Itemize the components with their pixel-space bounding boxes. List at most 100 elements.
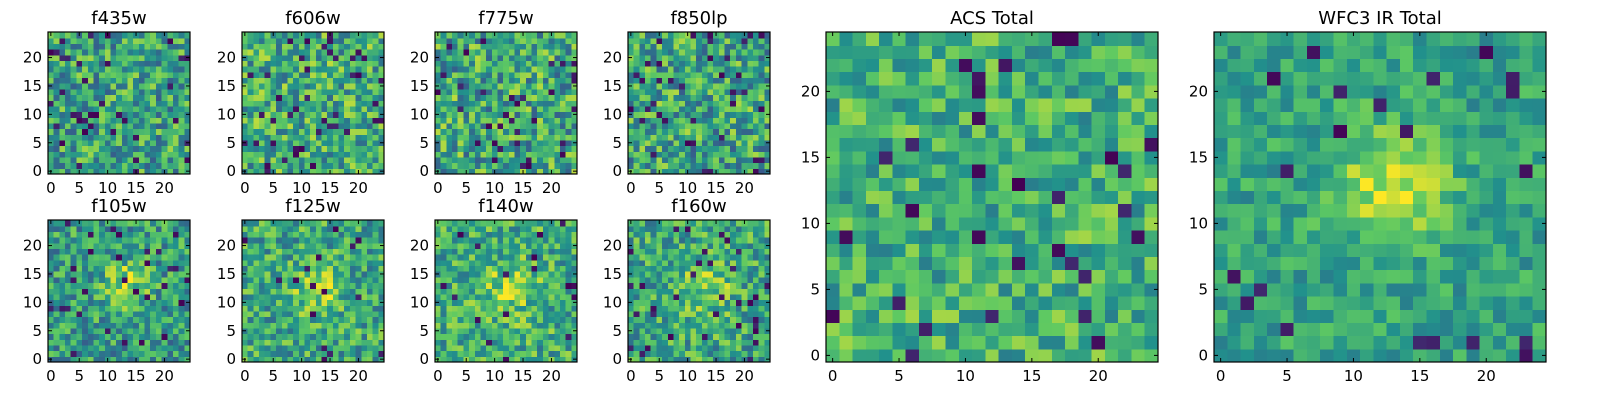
heatmap-cell bbox=[662, 333, 669, 340]
heatmap-cell bbox=[110, 145, 117, 152]
heatmap-cell bbox=[679, 156, 686, 164]
heatmap-cell bbox=[133, 134, 140, 141]
heatmap-cell bbox=[310, 49, 317, 56]
heatmap-cell bbox=[259, 276, 266, 284]
heatmap-cell bbox=[537, 100, 544, 107]
heatmap-cell bbox=[144, 83, 151, 90]
heatmap-cell bbox=[378, 259, 385, 267]
heatmap-cell bbox=[486, 94, 493, 101]
heatmap-cell bbox=[82, 225, 89, 232]
heatmap-cell bbox=[486, 128, 493, 135]
heatmap-cell bbox=[116, 88, 123, 96]
heatmap-cell bbox=[321, 134, 328, 141]
heatmap-cell bbox=[65, 60, 72, 67]
heatmap-cell bbox=[514, 271, 521, 278]
heatmap-cell bbox=[463, 310, 470, 318]
heatmap-cell bbox=[310, 237, 317, 244]
heatmap-cell bbox=[82, 259, 89, 267]
heatmap-cell bbox=[315, 49, 323, 56]
heatmap-cell bbox=[497, 94, 504, 101]
heatmap-cell bbox=[463, 231, 470, 238]
heatmap-cell bbox=[76, 88, 83, 96]
heatmap-cell bbox=[65, 105, 72, 113]
heatmap-cell bbox=[735, 316, 743, 323]
heatmap-cell bbox=[138, 293, 146, 301]
heatmap-cell bbox=[508, 43, 516, 50]
heatmap-cell bbox=[650, 310, 657, 318]
heatmap-cell bbox=[253, 242, 260, 249]
heatmap-cell bbox=[440, 350, 447, 357]
heatmap-cell bbox=[548, 151, 555, 158]
heatmap-cell bbox=[452, 105, 459, 113]
heatmap-cell bbox=[486, 88, 493, 96]
heatmap-cell bbox=[161, 265, 168, 272]
heatmap-cell bbox=[463, 271, 470, 278]
heatmap-cell bbox=[639, 145, 646, 152]
heatmap-cell bbox=[435, 322, 442, 329]
heatmap-cell bbox=[514, 299, 521, 306]
heatmap-cell bbox=[378, 225, 385, 232]
heatmap-cell bbox=[65, 327, 72, 335]
heatmap-cell bbox=[338, 265, 345, 272]
heatmap-cell bbox=[253, 168, 260, 175]
heatmap-cell bbox=[378, 322, 385, 329]
heatmap-cell bbox=[684, 71, 692, 79]
heatmap-cell bbox=[321, 248, 328, 255]
heatmap-cell bbox=[93, 100, 100, 107]
heatmap-cell bbox=[167, 111, 174, 118]
heatmap-cell bbox=[82, 356, 89, 363]
heatmap-cell bbox=[53, 248, 60, 255]
heatmap-cell bbox=[537, 220, 544, 227]
heatmap-cell bbox=[520, 122, 527, 130]
heatmap-cell bbox=[633, 350, 640, 357]
heatmap-cell bbox=[656, 111, 663, 118]
heatmap-cell bbox=[121, 49, 129, 56]
heatmap-cell bbox=[435, 134, 442, 141]
heatmap-cell bbox=[508, 117, 516, 124]
heatmap-cell bbox=[355, 122, 362, 130]
heatmap-cell bbox=[344, 282, 351, 289]
heatmap-cell bbox=[253, 134, 260, 141]
heatmap-cell bbox=[116, 356, 123, 363]
heatmap-cell bbox=[718, 37, 726, 44]
heatmap-cell bbox=[150, 299, 157, 306]
heatmap-cell bbox=[247, 299, 254, 306]
heatmap-cell bbox=[110, 305, 117, 312]
heatmap-cell bbox=[310, 248, 317, 255]
heatmap-cell bbox=[372, 117, 379, 124]
heatmap-cell bbox=[440, 225, 447, 232]
heatmap-cell bbox=[497, 271, 504, 278]
heatmap-cell bbox=[155, 356, 163, 363]
heatmap-cell bbox=[270, 242, 277, 249]
heatmap-cell bbox=[264, 83, 271, 90]
heatmap-cell bbox=[315, 225, 323, 232]
heatmap-cell bbox=[469, 231, 476, 238]
heatmap-cell bbox=[628, 77, 635, 84]
heatmap-cell bbox=[93, 66, 100, 73]
heatmap-cell bbox=[752, 339, 760, 346]
heatmap-cell bbox=[730, 299, 737, 306]
heatmap-cell bbox=[667, 350, 675, 357]
heatmap-cell bbox=[514, 100, 521, 107]
heatmap-cell bbox=[264, 111, 271, 118]
heatmap-cell bbox=[99, 339, 106, 346]
heatmap-cell bbox=[565, 220, 572, 227]
heatmap-cell bbox=[452, 276, 459, 284]
heatmap-cell bbox=[53, 117, 60, 124]
heatmap-cell bbox=[293, 333, 300, 340]
heatmap-cell bbox=[59, 128, 66, 135]
heatmap-cell bbox=[741, 305, 748, 312]
heatmap-cell bbox=[155, 49, 163, 56]
heatmap-cell bbox=[435, 49, 442, 56]
heatmap-cell bbox=[99, 356, 106, 363]
heatmap-cell bbox=[531, 310, 538, 318]
heatmap-cell bbox=[656, 60, 663, 67]
heatmap-cell bbox=[537, 105, 544, 113]
heatmap-cell bbox=[344, 322, 351, 329]
heatmap-cell bbox=[116, 83, 123, 90]
heatmap-cell bbox=[327, 310, 334, 318]
heatmap-cell bbox=[99, 265, 106, 272]
y-tick-label: 10 bbox=[23, 105, 42, 123]
heatmap-cell bbox=[452, 248, 459, 255]
